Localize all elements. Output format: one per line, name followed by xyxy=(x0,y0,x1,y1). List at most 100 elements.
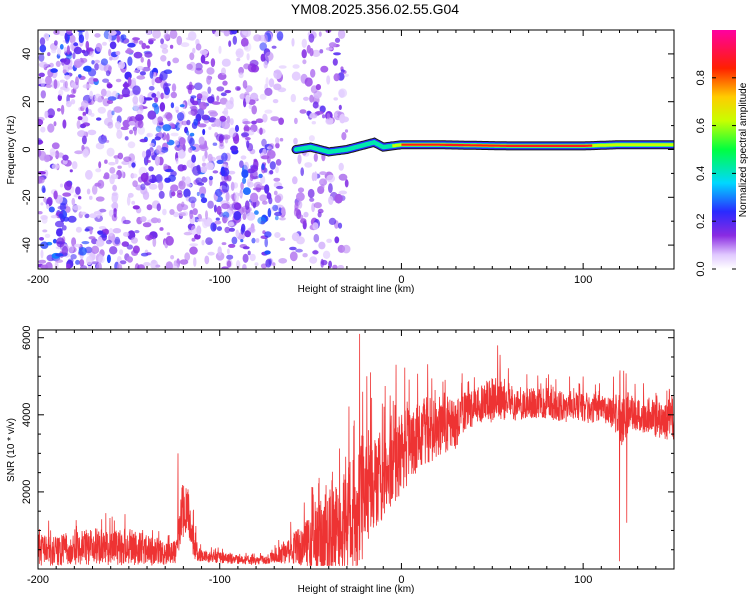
spectral-cell xyxy=(244,230,252,238)
spectral-cell xyxy=(115,51,121,56)
spectral-cell xyxy=(199,49,209,55)
spectral-cell xyxy=(38,171,46,175)
spectral-cell xyxy=(154,136,161,141)
spectral-cell xyxy=(189,132,195,137)
spectral-cell xyxy=(189,243,199,247)
spectral-cell xyxy=(96,117,102,121)
spectral-cell xyxy=(213,204,217,213)
spectral-cell xyxy=(73,46,82,55)
spectral-cell xyxy=(221,242,227,246)
spectral-cell xyxy=(72,205,82,211)
spectral-cell xyxy=(47,52,51,57)
spectral-cell xyxy=(159,102,166,112)
spectral-cell xyxy=(54,40,58,46)
spectral-cell xyxy=(259,194,268,202)
spectral-cell xyxy=(106,83,113,89)
spectral-cell xyxy=(253,181,263,189)
spectral-cell xyxy=(274,232,281,238)
spectral-cell xyxy=(67,215,77,223)
spectral-cell xyxy=(90,112,95,117)
spectral-cell xyxy=(189,52,195,61)
spectral-cell xyxy=(242,264,247,269)
spectral-cell xyxy=(254,210,259,215)
spectral-cell xyxy=(156,145,162,154)
spectral-cell xyxy=(103,172,110,180)
spectral-cell xyxy=(137,120,144,129)
spectral-cell xyxy=(150,217,159,224)
spectral-cell xyxy=(306,44,311,54)
spectral-cell xyxy=(260,155,270,160)
spectral-cell xyxy=(146,159,151,163)
spectral-cell xyxy=(109,246,118,255)
spectral-cell xyxy=(308,33,315,43)
spectral-cell xyxy=(74,243,81,248)
spectral-cell xyxy=(137,176,144,183)
spectral-cell xyxy=(337,265,344,269)
spectral-cell xyxy=(70,99,76,105)
spectral-cell xyxy=(155,264,161,268)
spectral-cell xyxy=(94,97,98,102)
spectral-cell xyxy=(56,108,61,112)
spectral-cell xyxy=(221,203,230,210)
spectral-cell xyxy=(240,239,244,243)
spectral-cell xyxy=(40,202,44,206)
spectral-cell xyxy=(274,195,282,203)
spectral-cell xyxy=(301,38,307,48)
spectral-cell xyxy=(320,184,325,190)
spectral-cell xyxy=(120,126,129,131)
spectral-cell xyxy=(59,183,64,188)
spectral-cell xyxy=(53,30,61,35)
spectral-cell xyxy=(268,78,275,88)
spectrogram-noise xyxy=(38,30,351,269)
spectral-cell xyxy=(98,255,105,264)
spectral-cell xyxy=(44,110,49,119)
spectral-cell xyxy=(161,48,169,54)
y-tick-label: 4000 xyxy=(21,403,33,427)
spectral-cell xyxy=(113,207,117,218)
spectral-cell xyxy=(62,119,67,129)
spectral-cell xyxy=(126,244,133,250)
spectral-cell xyxy=(156,91,161,99)
spectral-cell xyxy=(151,77,155,86)
spectral-cell xyxy=(242,253,249,263)
spectral-cell xyxy=(81,100,89,109)
spectral-cell xyxy=(95,42,103,52)
spectral-cell xyxy=(57,47,62,56)
spectral-cell xyxy=(72,52,76,60)
spectral-cell xyxy=(162,208,167,216)
spectral-cell xyxy=(317,211,322,218)
spectral-cell xyxy=(318,31,322,37)
spectral-cell xyxy=(117,152,124,160)
spectral-cell xyxy=(201,114,210,121)
x-tick-label: -100 xyxy=(209,274,231,286)
spectral-cell xyxy=(112,184,117,192)
spectral-cell xyxy=(212,101,221,105)
colorbar-tick-label: 0.0 xyxy=(695,261,707,276)
spectral-cell xyxy=(333,73,340,82)
spectral-cell xyxy=(70,254,77,260)
spectral-cell xyxy=(85,169,93,180)
spectral-cell xyxy=(264,109,273,114)
snr-x-axis: -200 -100 0 100 xyxy=(27,330,675,586)
spectral-cell xyxy=(291,232,300,242)
spectral-cell xyxy=(216,205,222,215)
spectral-cell xyxy=(222,80,228,86)
spectral-cell xyxy=(304,77,313,87)
spectral-cell xyxy=(39,237,44,241)
spectral-cell xyxy=(312,250,319,255)
spectral-cell xyxy=(73,60,82,69)
spectral-cell xyxy=(188,110,195,115)
spectral-cell xyxy=(139,138,148,143)
spectral-cell xyxy=(43,197,47,203)
spectral-cell xyxy=(44,233,51,238)
spectral-cell xyxy=(171,191,176,197)
spectral-cell xyxy=(62,69,67,74)
x-tick-label: 100 xyxy=(574,574,592,586)
spectral-cell xyxy=(261,163,265,171)
spectral-cell xyxy=(81,49,86,54)
spectral-cell xyxy=(107,121,114,129)
spectral-cell xyxy=(266,192,272,200)
spectral-cell xyxy=(228,170,236,175)
spectral-cell xyxy=(127,42,136,48)
spectral-cell xyxy=(85,106,89,115)
